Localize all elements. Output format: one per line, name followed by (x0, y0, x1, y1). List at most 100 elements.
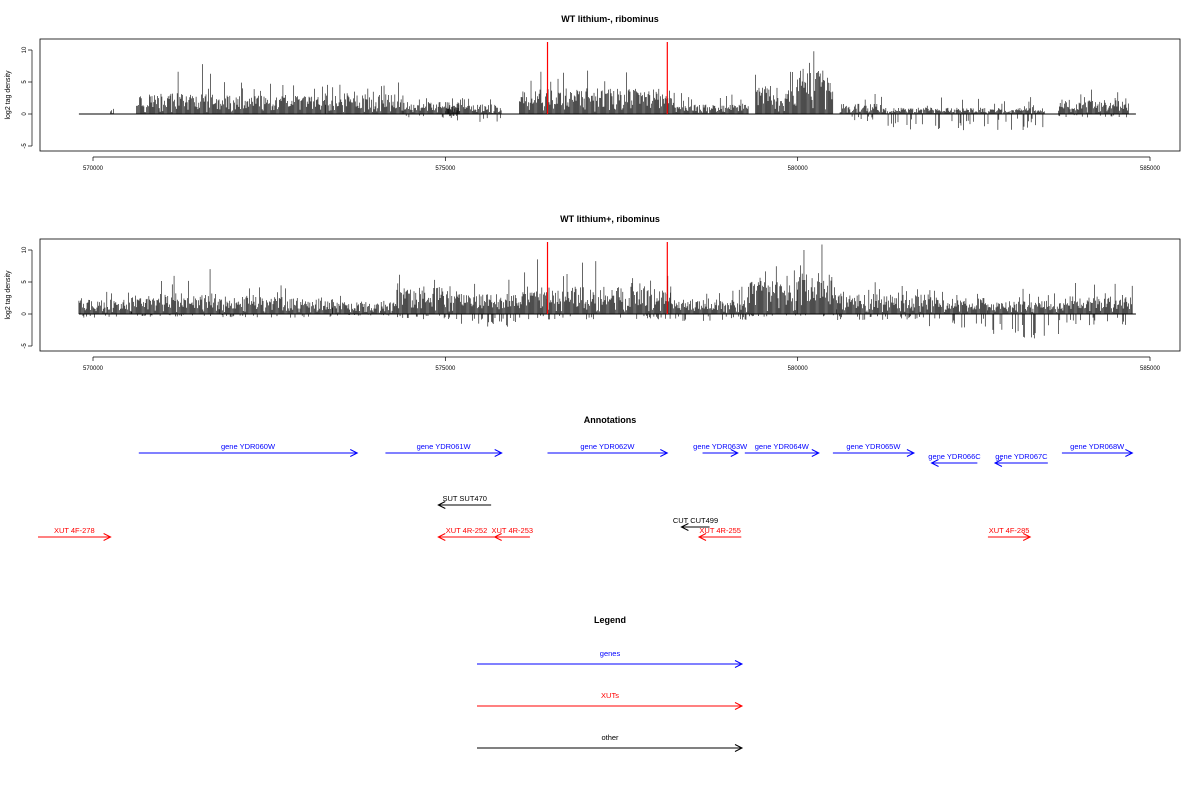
chart-title: WT lithium+, ribominus (560, 214, 660, 224)
signal-segment (797, 244, 837, 317)
x-tick-label: 575000 (435, 366, 456, 372)
annotation-label: XUT 4F-278 (54, 526, 95, 535)
annotation-xut: XUT 4F-278 (38, 526, 112, 541)
annotations-panel: Annotations gene YDR060W gene YDR061W gene… (38, 415, 1134, 541)
annotation-gene: gene YDR064W (744, 442, 820, 457)
y-tick-label: 0 (22, 312, 28, 316)
annotation-label: XUT 4F-285 (989, 526, 1030, 535)
annotation-label: gene YDR061W (417, 442, 472, 451)
signal-segment (797, 51, 834, 114)
annotation-gene: gene YDR063W (693, 442, 748, 457)
y-tick-label: 5 (22, 280, 28, 284)
annotation-gene: gene YDR065W (832, 442, 916, 457)
y-tick-label: 0 (22, 112, 28, 116)
signal-segment (216, 82, 326, 114)
x-tick-label: 580000 (788, 166, 809, 172)
annotation-xut: XUT 4R-252 (437, 526, 495, 541)
annotation-other: SUT SUT470 (437, 494, 492, 509)
signal-segment (110, 108, 114, 114)
annotation-label: gene YDR067C (995, 452, 1048, 461)
signal-panel-lithium-minus: WT lithium-, ribominus log2 tag density … (5, 14, 1181, 172)
signal-segment (78, 291, 132, 318)
signal-segment (987, 288, 1059, 339)
signal-segment (395, 274, 460, 320)
x-tick-label: 570000 (83, 366, 104, 372)
signal-segment (674, 93, 749, 114)
signal-segment (131, 269, 220, 317)
legend-title: Legend (594, 615, 626, 625)
y-axis: -5 0 5 10 (22, 46, 33, 149)
signal-segment (670, 286, 749, 321)
x-tick-label: 580000 (788, 366, 809, 372)
annotation-label: XUT 4R-253 (492, 526, 534, 535)
y-tick-label: -5 (22, 143, 28, 149)
legend-item: other (477, 733, 744, 752)
annotation-gene: gene YDR062W (547, 442, 669, 457)
x-tick-label: 585000 (1140, 366, 1161, 372)
x-tick-label: 570000 (83, 166, 104, 172)
annotation-xut: XUT 4R-253 (492, 526, 534, 541)
annotation-other: CUT CUT499 (673, 516, 718, 531)
annotation-label: gene YDR062W (580, 442, 635, 451)
signal-segment (219, 285, 333, 318)
plot-frame (39, 38, 1181, 152)
red-markers (546, 42, 668, 114)
plot-frame (39, 238, 1181, 352)
signal-segment (924, 290, 988, 328)
annotation-label: gene YDR065W (846, 442, 901, 451)
annotation-label: XUT 4R-255 (699, 526, 741, 535)
annotation-label: XUT 4R-252 (446, 526, 488, 535)
signal-segment (1058, 283, 1133, 326)
signal-segment (519, 70, 675, 114)
x-tick-label: 585000 (1140, 166, 1161, 172)
annotation-xut: XUT 4R-255 (697, 526, 742, 541)
y-axis-label: log2 tag density (5, 70, 12, 120)
signal-segment (1058, 89, 1129, 118)
signal-segment (836, 282, 925, 321)
x-axis: 570000 575000 580000 585000 (83, 356, 1161, 372)
annotation-label: SUT SUT470 (442, 494, 486, 503)
annotation-label: gene YDR060W (221, 442, 276, 451)
annotation-label: gene YDR064W (755, 442, 810, 451)
signal-bars (78, 51, 1136, 131)
signal-segment (459, 279, 520, 327)
signal-segment (332, 295, 396, 316)
y-tick-label: -5 (22, 343, 28, 349)
annotation-label: gene YDR066C (928, 452, 981, 461)
annotation-gene: gene YDR068W (1061, 442, 1134, 457)
red-markers (546, 242, 668, 314)
signal-segment (755, 71, 798, 114)
y-axis-label: log2 tag density (5, 270, 12, 320)
annotation-gene: gene YDR067C (993, 452, 1048, 467)
annotation-label: gene YDR068W (1070, 442, 1125, 451)
annotation-gene: gene YDR066C (928, 452, 981, 467)
x-tick-label: 575000 (435, 166, 456, 172)
y-tick-label: 10 (22, 46, 28, 53)
legend-panel: Legend genes XUTs other (477, 615, 744, 752)
legend-item: XUTs (477, 691, 744, 710)
legend-label: genes (600, 649, 621, 658)
legend-items: genes XUTs other (477, 649, 744, 752)
annotation-features: gene YDR060W gene YDR061W gene YDR062W gene… (38, 442, 1134, 541)
annotation-label: CUT CUT499 (673, 516, 718, 525)
signal-panel-lithium-plus: WT lithium+, ribominus log2 tag density … (5, 214, 1181, 372)
y-axis: -5 0 5 10 (22, 246, 33, 349)
signal-segment (881, 97, 1045, 131)
legend-label: other (601, 733, 619, 742)
x-axis: 570000 575000 580000 585000 (83, 156, 1161, 172)
annotations-title: Annotations (584, 415, 637, 425)
signal-segment (445, 98, 502, 122)
signal-bars (78, 244, 1136, 339)
y-tick-label: 10 (22, 246, 28, 253)
chart-title: WT lithium-, ribominus (561, 14, 659, 24)
legend-item: genes (477, 649, 744, 668)
annotation-gene: gene YDR061W (385, 442, 503, 457)
signal-segment (325, 82, 404, 114)
legend-label: XUTs (601, 691, 619, 700)
signal-segment (402, 98, 460, 118)
signal-segment (519, 259, 671, 320)
signal-segment (748, 266, 798, 317)
signal-segment (136, 64, 217, 114)
annotation-label: gene YDR063W (693, 442, 748, 451)
